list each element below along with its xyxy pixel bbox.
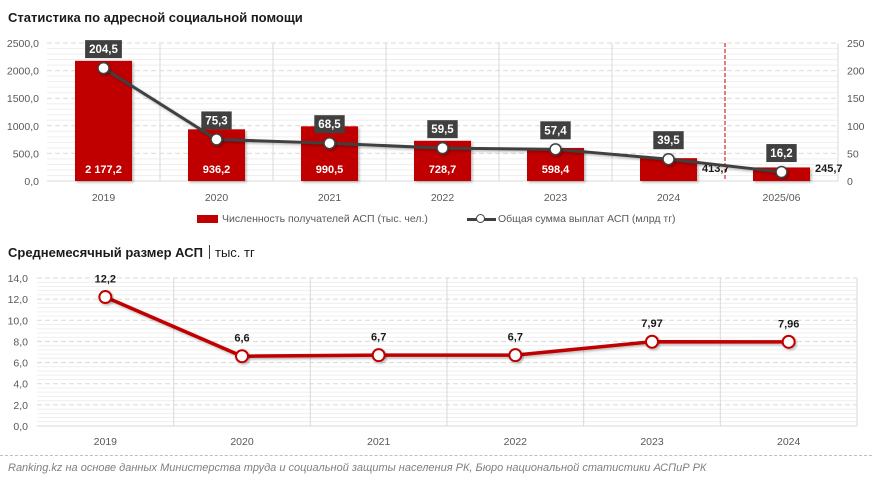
bar-recipients (75, 60, 132, 182)
line-value-label: 57,4 (544, 125, 567, 137)
source-note: Ranking.kz на основе данных Министерства… (8, 462, 707, 474)
line-marker-payments (662, 152, 675, 166)
line-marker-payments (323, 136, 336, 150)
y-tick-label: 14,0 (8, 273, 29, 285)
line-marker-average (371, 348, 386, 363)
bar-value-label: 2 177,2 (85, 164, 122, 176)
x-tick-label: 2021 (367, 436, 391, 448)
line-value-label-box (540, 121, 571, 140)
line-value-label: 6,7 (371, 332, 386, 344)
bar-recipients (640, 158, 697, 181)
legend-item-payments: Общая сумма выплат АСП (млрд тг) (467, 212, 676, 226)
line-value-label: 39,5 (657, 135, 680, 147)
line-value-label: 12,2 (95, 274, 116, 286)
y-right-tick-label: 150 (847, 93, 865, 105)
line-marker-payments (775, 165, 788, 179)
y-right-tick-label: 50 (847, 148, 859, 160)
line-value-label: 7,97 (641, 318, 662, 330)
line-average-size (104, 295, 789, 358)
line-value-label-box (314, 115, 345, 134)
legend-line-marker-icon (467, 214, 496, 224)
y-left-tick-label: 1000,0 (7, 121, 39, 133)
line-value-label-box (201, 111, 232, 130)
line-marker-payments (549, 143, 562, 156)
legend-label-payments: Общая сумма выплат АСП (млрд тг) (498, 213, 676, 225)
chart-title-average-text: Среднемесячный размер АСП (8, 245, 203, 260)
bar-value-label: 728,7 (429, 164, 457, 176)
y-tick-label: 0,0 (13, 421, 28, 433)
bar-value-label: 598,4 (542, 164, 570, 176)
y-right-tick-label: 100 (847, 121, 865, 133)
y-tick-label: 12,0 (8, 294, 29, 306)
y-left-tick-label: 2500,0 (7, 38, 39, 50)
y-right-tick-label: 0 (847, 176, 853, 188)
line-value-label-box (766, 144, 797, 163)
line-value-label-box (85, 40, 122, 59)
legend-item-recipients: Численность получателей АСП (тыс. чел.) (197, 212, 428, 226)
x-tick-label: 2019 (92, 192, 116, 204)
line-marker-payments (97, 61, 110, 75)
line-value-label: 204,5 (89, 44, 118, 56)
x-tick-label: 2021 (318, 192, 342, 204)
x-tick-label: 2019 (94, 436, 118, 448)
footer-divider (0, 455, 872, 456)
line-value-label: 75,3 (205, 115, 227, 127)
y-tick-label: 4,0 (13, 379, 28, 391)
y-left-tick-label: 0,0 (24, 176, 39, 188)
line-value-label: 16,2 (770, 148, 792, 160)
y-left-tick-label: 1500,0 (7, 93, 39, 105)
legend-bar-swatch-icon (197, 215, 218, 223)
x-tick-label: 2025/06 (763, 192, 801, 204)
line-marker-payments (210, 133, 223, 146)
x-tick-label: 2024 (657, 192, 681, 204)
line-chart-average-monthly: 0,0 2,0 4,0 6,0 8,0 10,0 12,0 14,0 12,2 6,6 6,7 6,7… (8, 273, 858, 448)
combo-chart-recipients-payments: 0,0 500,0 1000,0 1500,0 2000,0 2500,0 0 50 100 15… (7, 38, 865, 204)
bar-value-label: 936,2 (203, 164, 231, 176)
y-left-tick-label: 2000,0 (7, 66, 39, 78)
line-value-label-box (427, 120, 458, 139)
bar-recipients (301, 126, 358, 181)
chart-unit-label: тыс. тг (214, 245, 255, 260)
title-separator (208, 245, 210, 259)
line-value-label: 59,5 (431, 124, 454, 136)
bar-value-label: 245,7 (815, 163, 843, 175)
line-value-label: 7,96 (778, 318, 799, 330)
x-tick-label: 2022 (431, 192, 455, 204)
line-value-label: 68,5 (318, 119, 341, 131)
x-tick-label: 2022 (504, 436, 528, 448)
y-tick-label: 6,0 (13, 358, 28, 370)
y-right-tick-label: 250 (847, 38, 865, 50)
y-tick-label: 10,0 (8, 315, 29, 327)
line-marker-payments (436, 141, 449, 155)
y-left-tick-label: 500,0 (13, 148, 39, 160)
x-tick-label: 2024 (777, 436, 801, 448)
y-right-tick-label: 200 (847, 66, 865, 78)
line-marker-average (645, 334, 659, 349)
x-tick-label: 2023 (544, 192, 568, 204)
x-tick-label: 2020 (205, 192, 229, 204)
line-marker-average (508, 348, 523, 363)
legend-label-recipients: Численность получателей АСП (тыс. чел.) (222, 213, 428, 225)
line-marker-average (98, 290, 113, 305)
chart-title-average: Среднемесячный размер АСП тыс. тг (8, 245, 255, 260)
line-marker-average (781, 334, 796, 349)
line-marker-average (235, 349, 249, 364)
x-tick-label: 2023 (640, 436, 664, 448)
y-tick-label: 2,0 (13, 400, 28, 412)
line-value-label: 6,6 (234, 333, 249, 345)
chart-title-recipients: Статистика по адресной социальной помощи (8, 10, 303, 25)
line-value-label: 6,7 (508, 332, 523, 344)
y-tick-label: 8,0 (13, 336, 28, 348)
x-tick-label: 2020 (230, 436, 254, 448)
line-value-label-box (653, 131, 684, 150)
bar-value-label: 990,5 (316, 164, 344, 176)
